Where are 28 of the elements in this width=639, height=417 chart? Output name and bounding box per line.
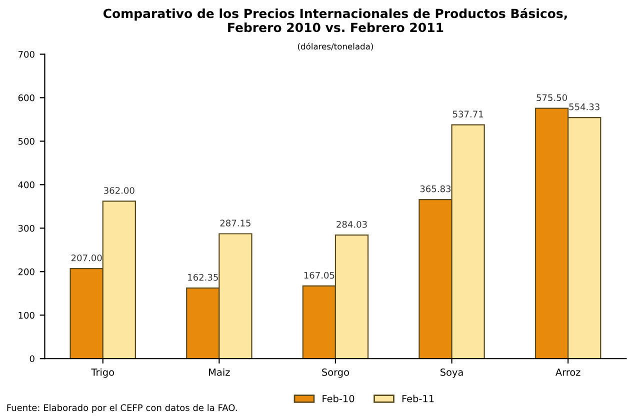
y-tick-label: 600 — [18, 94, 34, 102]
data-label: 162.35 — [188, 274, 218, 281]
y-tick-label: 0 — [30, 355, 34, 362]
y-tick-label: 400 — [18, 181, 34, 188]
data-label: 575.50 — [536, 94, 567, 102]
x-tick-label: Soya — [440, 368, 463, 378]
y-tick-label: 300 — [18, 224, 34, 232]
x-tick-label: Trigo — [91, 368, 114, 378]
chart-subtitle: (dólares/tonelada) — [298, 42, 373, 51]
x-tick-label: Arroz — [555, 368, 580, 376]
source-note: Fuente: Elaborado por el CEFP con datos de la FAO. — [7, 404, 237, 413]
y-tick-label: 200 — [18, 268, 34, 276]
data-label: 287.15 — [220, 220, 250, 226]
x-tick-label: Sorgo — [322, 368, 349, 378]
data-label: 167.05 — [304, 272, 334, 279]
data-label: 207.00 — [71, 254, 102, 262]
y-tick-label: 100 — [18, 312, 34, 319]
chart-title: Comparativo de los Precios Internacionales de Productos Básicos, Febrero 2010 vs. Febrero 2011 — [103, 8, 567, 32]
data-label: 365.83 — [420, 185, 451, 192]
data-label: 362.00 — [104, 187, 134, 194]
x-tick-label: Maiz — [209, 368, 230, 376]
y-tick-label: 500 — [18, 138, 34, 145]
data-label: 554.33 — [569, 103, 600, 110]
y-tick-label: 700 — [18, 50, 34, 58]
legend-label: Feb-10 — [322, 394, 354, 402]
data-label: 537.71 — [452, 110, 484, 118]
legend-label: Feb-11 — [402, 394, 434, 402]
data-label: 284.03 — [336, 220, 367, 228]
